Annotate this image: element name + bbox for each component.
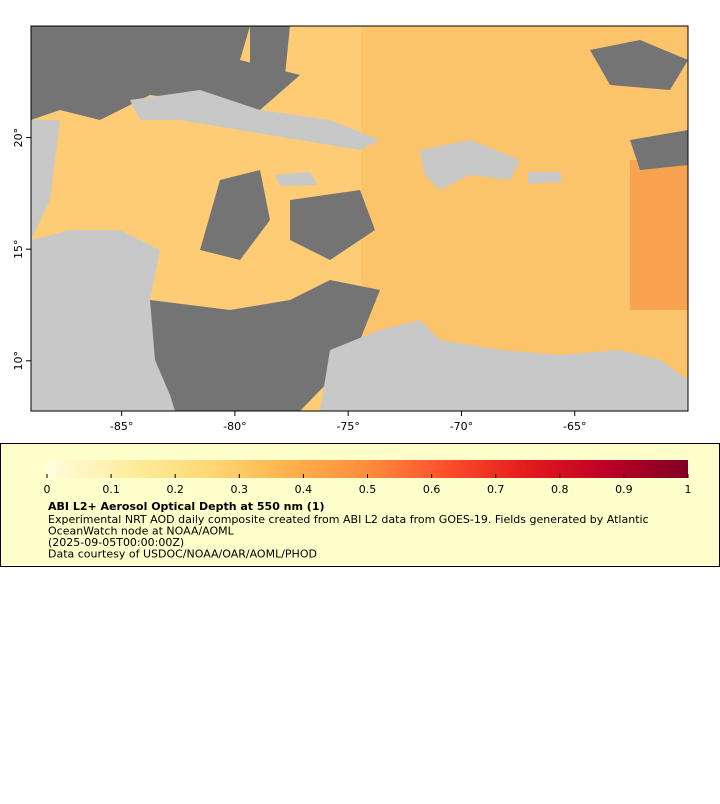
- colorbar-tick-label: 0.1: [102, 483, 120, 496]
- map-image: [31, 26, 688, 411]
- no-data-cloud: [250, 26, 290, 85]
- legend-title: ABI L2+ Aerosol Optical Depth at 550 nm …: [48, 500, 325, 513]
- x-tick-label: -85°: [110, 420, 133, 433]
- colorbar-tick-label: 0.4: [295, 483, 313, 496]
- y-tick-label: 10°: [12, 351, 25, 371]
- land-central-america: [31, 230, 175, 411]
- colorbar-tick-label: 0.7: [487, 483, 505, 496]
- no-data-cloud: [590, 40, 688, 90]
- colorbar-tick-label: 0.6: [423, 483, 441, 496]
- x-tick-label: -65°: [563, 420, 586, 433]
- no-data-cloud: [630, 130, 688, 170]
- y-tick-label: 20°: [12, 128, 25, 148]
- colorbar: [47, 460, 688, 478]
- no-data-cloud: [150, 280, 380, 411]
- land-jamaica: [275, 172, 318, 186]
- no-data-cloud: [290, 190, 375, 260]
- x-tick-label: -70°: [450, 420, 473, 433]
- legend-line: OceanWatch node at NOAA/AOML: [48, 525, 235, 538]
- colorbar-tick-label: 0.3: [231, 483, 249, 496]
- land-hispaniola: [420, 140, 520, 190]
- no-data-cloud: [31, 26, 300, 120]
- colorbar-tick-label: 0.8: [551, 483, 569, 496]
- land-puerto-rico: [528, 172, 562, 184]
- no-data-cloud: [200, 170, 270, 260]
- land-south-america: [320, 320, 688, 411]
- colorbar-tick-label: 0.2: [166, 483, 184, 496]
- land-cuba: [130, 90, 380, 150]
- map-frame: [30, 25, 689, 412]
- legend-line: Experimental NRT AOD daily composite cre…: [48, 513, 649, 526]
- x-tick-label: -75°: [336, 420, 359, 433]
- colorbar-tick-label: 0: [44, 483, 51, 496]
- colorbar-tick-label: 0.9: [615, 483, 633, 496]
- x-tick-label: -80°: [223, 420, 246, 433]
- legend-line: Data courtesy of USDOC/NOAA/OAR/AOML/PHO…: [48, 548, 317, 561]
- colorbar-tick-label: 1: [685, 483, 692, 496]
- y-tick-label: 15°: [12, 239, 25, 259]
- land-yucatan: [31, 120, 60, 240]
- aod-field-high: [630, 160, 688, 310]
- colorbar-tick-label: 0.5: [359, 483, 377, 496]
- legend-line: (2025-09-05T00:00:00Z): [48, 536, 184, 549]
